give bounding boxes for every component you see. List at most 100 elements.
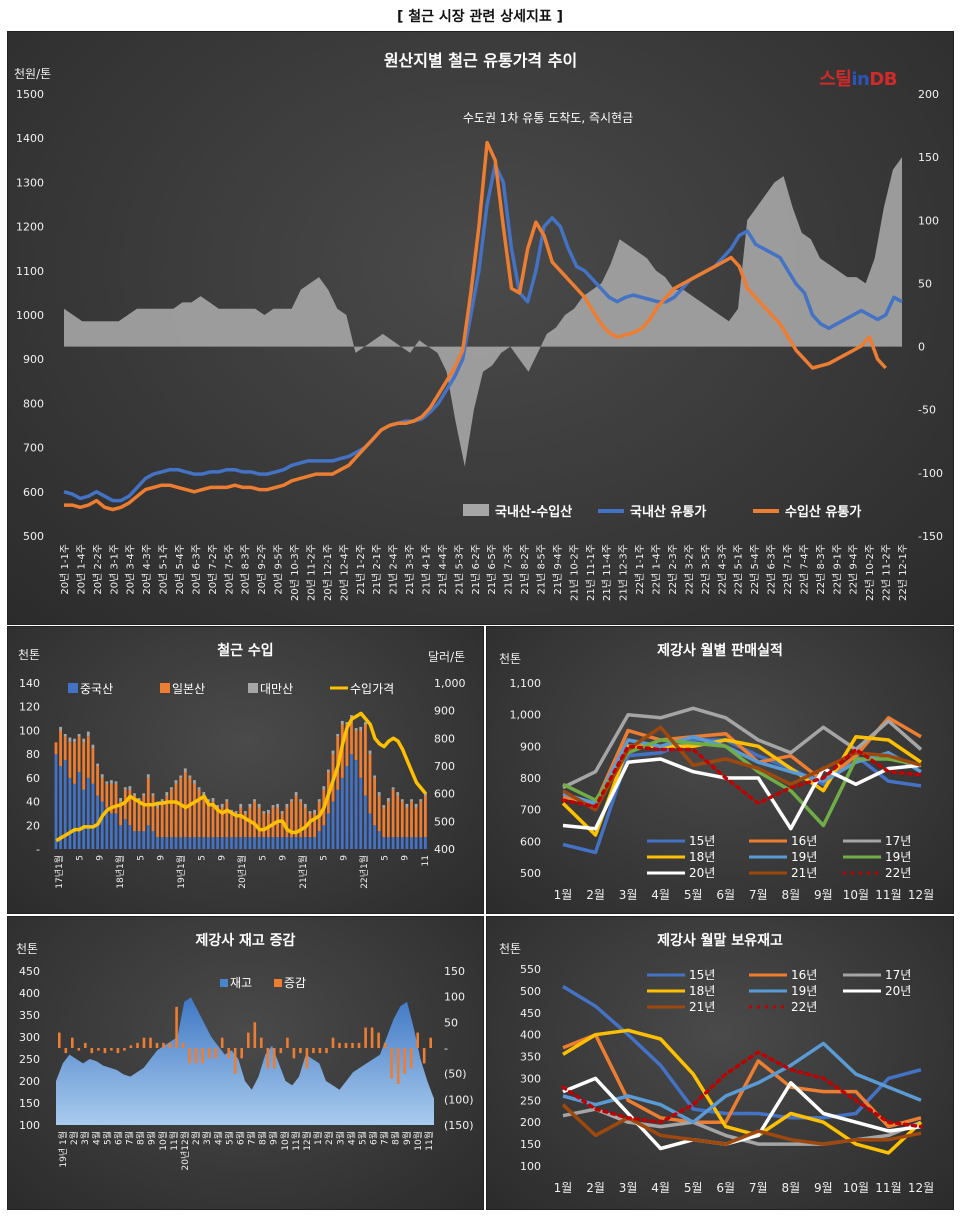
bar	[303, 807, 307, 838]
bar	[357, 1042, 361, 1048]
x-tick-label: 22년 4-3주	[716, 544, 728, 595]
x-tick-label: 10월	[843, 1181, 869, 1195]
bar	[290, 799, 293, 802]
y-tick-label: 1500	[16, 88, 44, 101]
bar	[142, 1037, 146, 1048]
x-tick-label: 1월	[554, 888, 573, 902]
x-tick-label: 2월	[586, 1181, 605, 1195]
y-tick-label: 1,000	[510, 709, 542, 722]
bar	[100, 777, 104, 802]
x-tick-label: 9월	[268, 1131, 280, 1145]
legend-label: 20년	[885, 984, 911, 998]
chart-title: 철근 수입	[217, 643, 273, 659]
y-tick-label: 80	[26, 748, 40, 761]
bar	[77, 736, 81, 772]
bar	[382, 805, 386, 808]
bar	[160, 837, 164, 849]
bar	[290, 801, 293, 838]
y-tick-label: 350	[19, 1009, 40, 1022]
x-tick-label: 22년 5-1주	[733, 544, 745, 595]
bar	[260, 1037, 263, 1048]
bar	[267, 837, 270, 849]
x-tick-label: 2월	[586, 888, 605, 902]
bar	[165, 795, 169, 838]
x-tick-label: 6월	[112, 1131, 124, 1145]
bar	[156, 803, 159, 808]
bar	[416, 1032, 419, 1048]
y-tick-label: 100	[520, 1160, 541, 1173]
bar	[188, 837, 192, 849]
legend-swatch	[220, 979, 228, 987]
bar	[257, 837, 261, 849]
bar	[340, 777, 344, 849]
bar	[276, 803, 279, 808]
legend-label: 일본산	[172, 682, 205, 696]
bar	[285, 803, 289, 808]
bar	[183, 837, 187, 849]
bar	[77, 1048, 81, 1051]
legend-label: 16년	[791, 834, 817, 848]
x-tick-label: 21년1월	[297, 855, 309, 889]
legend-label: 19년	[791, 850, 817, 864]
bar	[216, 807, 219, 838]
bar	[179, 837, 183, 849]
x-tick-label: 7월	[246, 1131, 258, 1145]
bar	[253, 1022, 257, 1048]
bar	[299, 1048, 302, 1054]
y2-tick-label: (100)	[444, 1093, 474, 1106]
bar	[253, 801, 256, 838]
y-tick-label: 1100	[16, 265, 44, 278]
x-tick-label: 10월	[157, 1131, 169, 1151]
x-tick-label: 3월	[619, 888, 638, 902]
legend-label: 18년	[689, 850, 715, 864]
bar	[137, 831, 141, 849]
bar	[396, 792, 400, 796]
series-area-domestic-minus-import	[64, 157, 902, 467]
y-tick-label: 500	[520, 985, 541, 998]
legend-label: 17년	[885, 834, 911, 848]
bar	[271, 837, 275, 849]
bar	[239, 807, 243, 838]
x-tick-label: 9월	[814, 888, 833, 902]
bar	[239, 803, 243, 808]
bar	[317, 831, 321, 849]
bar	[253, 837, 256, 849]
bar	[193, 780, 196, 784]
y-tick-label: 700	[520, 804, 541, 817]
x-tick-label: 21년 3-3주	[404, 544, 416, 595]
bar	[59, 766, 62, 849]
bar	[257, 803, 261, 808]
bar	[119, 798, 122, 802]
bar	[211, 798, 215, 802]
y2-tick-label: 900	[434, 705, 455, 718]
bar	[105, 783, 109, 808]
bar	[202, 795, 206, 838]
x-tick-label: 20년 12-1주	[322, 544, 334, 601]
bar	[105, 781, 109, 784]
x-tick-label: 11월	[423, 1131, 435, 1151]
x-tick-label: 5	[380, 855, 390, 861]
bar	[54, 754, 58, 849]
bar	[248, 803, 252, 808]
bar	[128, 786, 132, 790]
bar	[410, 799, 413, 802]
series-line	[562, 716, 922, 806]
bar	[193, 837, 196, 849]
y-tick-label: 500	[520, 867, 541, 880]
series-line-import-price	[64, 140, 887, 512]
legend-label: 21년	[791, 866, 817, 880]
bar	[207, 837, 210, 849]
legend-swatch	[68, 683, 78, 693]
bar	[170, 787, 173, 790]
y2-tick-label: (150)	[444, 1119, 474, 1132]
legend-label: 21년	[689, 1000, 715, 1014]
bar	[262, 811, 266, 814]
legend-label: 22년	[885, 866, 911, 880]
bar	[414, 807, 418, 838]
bar	[165, 792, 169, 796]
y-tick-label: 600	[23, 486, 44, 499]
x-tick-label: 7월	[749, 888, 768, 902]
bar	[312, 1048, 315, 1054]
bar	[168, 1042, 172, 1048]
bar	[280, 811, 284, 814]
